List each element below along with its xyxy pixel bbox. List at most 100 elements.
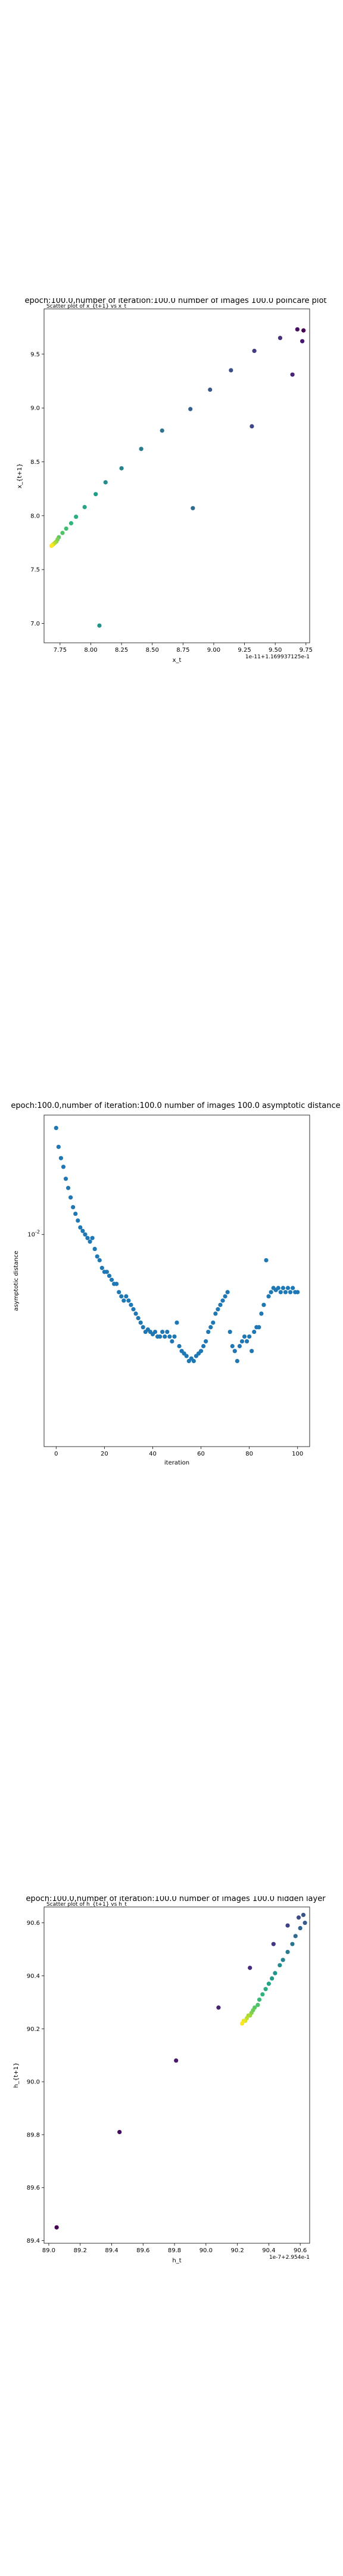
- data-point: [139, 447, 144, 451]
- data-point: [237, 1343, 242, 1349]
- data-point: [141, 1325, 145, 1330]
- data-point: [285, 1286, 291, 1290]
- data-point: [73, 1211, 78, 1216]
- y-tick-label: 90.0: [27, 2079, 40, 2086]
- data-point: [82, 504, 87, 509]
- data-point: [124, 1294, 129, 1299]
- data-point: [252, 348, 257, 354]
- y-tick-label: 7.0: [30, 621, 40, 627]
- data-point: [300, 339, 305, 343]
- data-point: [270, 1976, 275, 1981]
- data-point: [218, 1302, 223, 1307]
- chart-title: epoch:100.0,number of iteration:100.0 nu…: [26, 1896, 326, 1903]
- data-point: [121, 1298, 126, 1303]
- x-offset-label: 1e-7+2.954e-1: [269, 2255, 310, 2261]
- data-point: [126, 1298, 131, 1303]
- data-point: [227, 1329, 232, 1335]
- data-point: [280, 1958, 285, 1962]
- data-point: [152, 1329, 158, 1335]
- x-axis-label: iteration: [164, 1460, 189, 1466]
- data-point: [201, 1343, 206, 1349]
- data-point: [170, 1339, 174, 1344]
- data-point: [232, 1349, 237, 1354]
- data-point: [188, 407, 193, 411]
- data-point: [247, 1334, 252, 1339]
- y-ticks: 89.4 89.6 89.8 90.0 90.2 90.4 90.6: [27, 1920, 44, 2244]
- data-point: [172, 1334, 177, 1339]
- data-point: [97, 1258, 102, 1263]
- data-point: [255, 2002, 260, 2007]
- y-tick-label: 8.0: [30, 513, 40, 519]
- y-ticks: 7.0 7.5 8.0 8.5 9.0 9.5: [30, 351, 44, 627]
- data-point: [119, 466, 124, 470]
- data-point: [252, 1329, 257, 1335]
- data-point: [288, 1290, 293, 1295]
- data-point: [177, 1343, 182, 1349]
- x-tick-label: 60: [197, 1451, 205, 1457]
- poincare-plot: epoch:100.0,number of iteration:100.0 nu…: [17, 298, 327, 664]
- x-ticks: 7.75 8.00 8.25 8.50 8.75 9.00 9.25 9.50 9.75: [54, 643, 313, 654]
- data-point: [198, 1349, 204, 1354]
- x-tick-label: 9.75: [300, 647, 313, 654]
- hidden-layer-plot: epoch:100.0,number of iteration:100.0 nu…: [13, 1896, 326, 2264]
- data-point: [277, 1963, 282, 1968]
- x-tick-label: 89.4: [105, 2247, 118, 2254]
- data-point: [280, 1286, 285, 1290]
- y-axis-label: asymptotic distance: [13, 1250, 20, 1311]
- data-point: [248, 1965, 252, 1970]
- data-point: [60, 531, 65, 535]
- data-point: [259, 1311, 264, 1316]
- y-tick-label: 89.8: [27, 2132, 40, 2138]
- data-points: [49, 327, 306, 628]
- y-tick-label: 9.0: [30, 405, 40, 412]
- data-point: [257, 1325, 261, 1330]
- data-point: [174, 2058, 179, 2063]
- data-point: [85, 1236, 90, 1240]
- x-tick-label: 7.75: [54, 647, 67, 654]
- data-point: [208, 387, 213, 392]
- data-point: [54, 2225, 59, 2230]
- data-point: [88, 1239, 92, 1244]
- y-tick-label: 90.2: [27, 2026, 40, 2033]
- data-point: [131, 1307, 136, 1312]
- plot-frame: [43, 308, 310, 643]
- data-point: [278, 1290, 283, 1295]
- x-axis-label: h_t: [172, 2258, 181, 2264]
- data-point: [266, 1981, 271, 1986]
- data-point: [295, 1290, 300, 1295]
- x-tick-label: 89.8: [168, 2247, 181, 2254]
- chart-title: epoch:100.0,number of iteration:100.0 nu…: [24, 298, 326, 305]
- x-tick-label: 40: [149, 1451, 157, 1457]
- x-tick-label: 100: [292, 1451, 303, 1457]
- y-ticks: 10-2: [27, 1230, 44, 1239]
- y-tick-label: 89.6: [27, 2185, 40, 2191]
- data-point: [239, 2021, 245, 2026]
- data-point: [216, 2005, 221, 2010]
- data-point: [191, 1358, 196, 1364]
- x-ticks: 0 20 40 60 80 100: [54, 1447, 303, 1457]
- data-point: [250, 424, 254, 429]
- data-point: [136, 1315, 141, 1321]
- x-tick-label: 8.50: [146, 647, 159, 654]
- data-point: [213, 1311, 218, 1316]
- data-point: [285, 1949, 290, 1955]
- data-point: [68, 1195, 73, 1200]
- data-point: [260, 1992, 265, 1997]
- data-point: [220, 1298, 225, 1303]
- data-point: [68, 521, 74, 526]
- x-tick-label: 90.4: [262, 2247, 275, 2254]
- data-point: [250, 1349, 254, 1354]
- data-point: [266, 1294, 271, 1299]
- data-point: [230, 1343, 235, 1349]
- data-point: [129, 1302, 133, 1307]
- x-tick-label: 8.75: [176, 647, 189, 654]
- data-point: [78, 1225, 83, 1230]
- data-point: [271, 1942, 276, 1946]
- data-point: [54, 1126, 58, 1131]
- data-point: [239, 1339, 245, 1344]
- data-point: [103, 480, 108, 485]
- data-point: [174, 1320, 179, 1325]
- data-point: [184, 1354, 189, 1358]
- data-point: [257, 1997, 262, 2002]
- data-point: [117, 2129, 122, 2135]
